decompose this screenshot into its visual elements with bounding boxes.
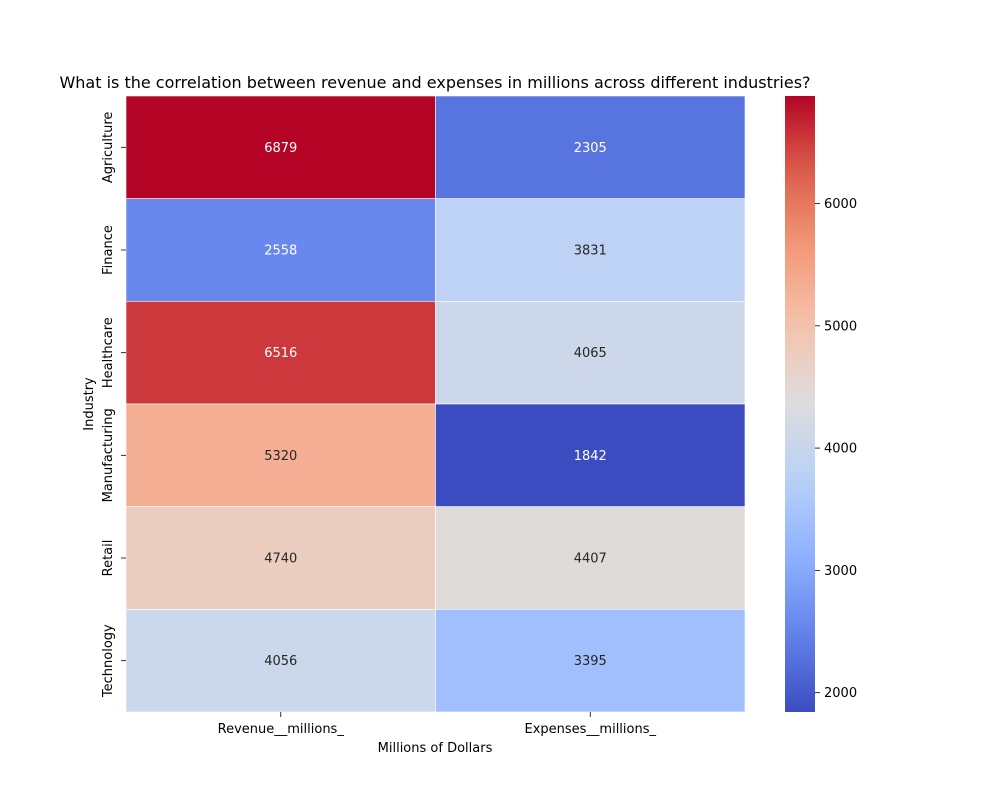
- y-tick-label: Finance: [101, 225, 116, 275]
- heatmap-cells: [125, 95, 746, 713]
- cell-value-label: 4056: [264, 654, 297, 669]
- x-tick-label: Revenue__millions_: [218, 722, 345, 737]
- heatmap-cell: [125, 198, 436, 302]
- heatmap-cell: [435, 403, 746, 507]
- x-tick-label: Expenses__millions_: [524, 722, 656, 737]
- x-axis-label: Millions of Dollars: [378, 741, 493, 756]
- chart-title: What is the correlation between revenue …: [59, 73, 810, 92]
- colorbar-tick-label: 5000: [824, 319, 857, 334]
- heatmap-cell: [435, 609, 746, 713]
- heatmap-cell: [435, 506, 746, 610]
- colorbar-tick-label: 4000: [824, 442, 857, 457]
- x-axis-ticks: Revenue__millions_ Expenses__millions_: [218, 712, 657, 737]
- cell-value-label: 3831: [574, 244, 607, 259]
- heatmap-cell: [125, 301, 436, 405]
- colorbar-gradient: [785, 96, 815, 712]
- cell-value-label: 6879: [264, 141, 297, 156]
- cell-value-label: 5320: [264, 449, 297, 464]
- y-tick-label: Healthcare: [101, 317, 116, 388]
- colorbar-tick-label: 3000: [824, 564, 857, 579]
- heatmap-cell: [435, 95, 746, 199]
- y-axis-label: Industry: [82, 377, 97, 431]
- heatmap-cell: [435, 198, 746, 302]
- y-tick-label: Technology: [101, 624, 116, 698]
- heatmap-cell: [125, 403, 436, 507]
- cell-value-label: 1842: [574, 449, 607, 464]
- cell-value-label: 3395: [574, 654, 607, 669]
- cell-value-label: 4740: [264, 552, 297, 567]
- heatmap-cell: [125, 95, 436, 199]
- cell-value-label: 2305: [574, 141, 607, 156]
- colorbar: 2000 3000 4000 5000 6000: [785, 96, 857, 712]
- colorbar-tick-label: 2000: [824, 686, 857, 701]
- cell-value-label: 6516: [264, 346, 297, 361]
- y-tick-label: Agriculture: [101, 112, 116, 184]
- cell-value-label: 2558: [264, 244, 297, 259]
- cell-value-label: 4407: [574, 552, 607, 567]
- heatmap-cell: [435, 301, 746, 405]
- cell-annotations: 6879 2305 2558 3831 6516 4065 5320 1842 4740 4407…: [264, 141, 607, 669]
- y-axis-ticks: Agriculture Finance Healthcare Manufacturin…: [101, 112, 126, 698]
- colorbar-tick-label: 6000: [824, 197, 857, 212]
- y-tick-label: Retail: [101, 540, 116, 577]
- cell-value-label: 4065: [574, 346, 607, 361]
- y-tick-label: Manufacturing: [101, 408, 116, 502]
